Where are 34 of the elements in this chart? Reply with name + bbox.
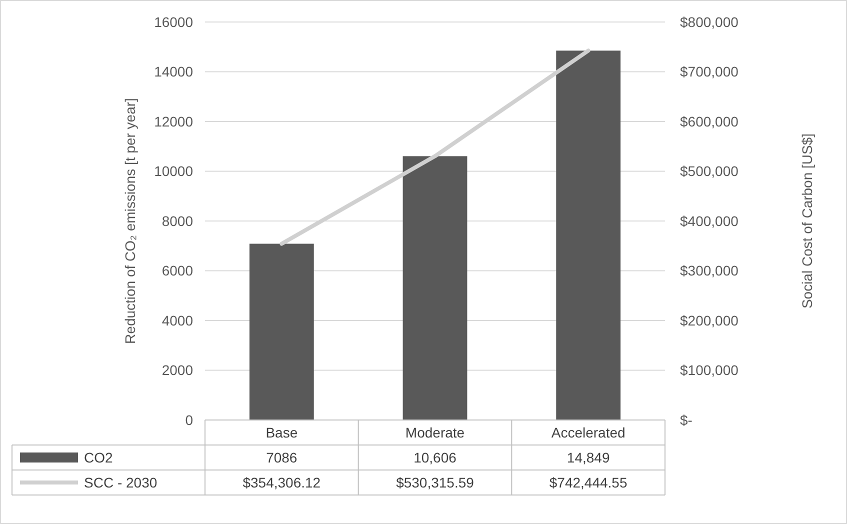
data-label: $742,444.55	[549, 474, 628, 490]
y-axis-title: Reduction of CO₂ emissions [t per year]	[122, 98, 138, 344]
y-tick-label: 10000	[154, 163, 194, 180]
legend-label: SCC - 2030	[84, 474, 158, 490]
bar	[556, 50, 621, 420]
y-tick-label: 14000	[154, 64, 194, 80]
y2-tick-label: $400,000	[680, 212, 739, 229]
data-label: $530,315.59	[396, 474, 474, 490]
y-tick-label: 8000	[162, 212, 194, 229]
data-label: 10,606	[414, 449, 457, 466]
y2-axis-title: Social Cost of Carbon [US$]	[799, 133, 815, 309]
bar	[402, 156, 468, 420]
y-tick-label: 16000	[154, 14, 194, 30]
y2-tick-label: $-	[680, 412, 693, 428]
y-tick-label: 0	[185, 412, 194, 428]
data-label: 7086	[266, 449, 298, 466]
y2-tick-label: $200,000	[680, 312, 739, 328]
y-tick-label: 6000	[162, 262, 194, 279]
x-tick-label: Moderate	[405, 424, 465, 440]
y2-tick-label: $600,000	[680, 113, 739, 130]
y-tick-label: 4000	[162, 312, 194, 328]
y2-tick-label: $300,000	[680, 262, 739, 279]
bar	[249, 244, 314, 420]
legend-label: CO2	[84, 449, 113, 466]
y2-tick-label: $100,000	[680, 362, 739, 378]
y-tick-label: 2000	[162, 362, 194, 378]
y2-tick-label: $800,000	[680, 14, 739, 30]
y2-tick-label: $500,000	[680, 163, 739, 180]
data-label: 14,849	[566, 449, 610, 466]
y-tick-label: 12000	[154, 113, 194, 130]
data-label: $354,306.12	[242, 474, 321, 490]
x-tick-label: Base	[266, 424, 298, 440]
y2-tick-label: $700,000	[680, 64, 739, 80]
x-tick-label: Accelerated	[551, 424, 626, 440]
